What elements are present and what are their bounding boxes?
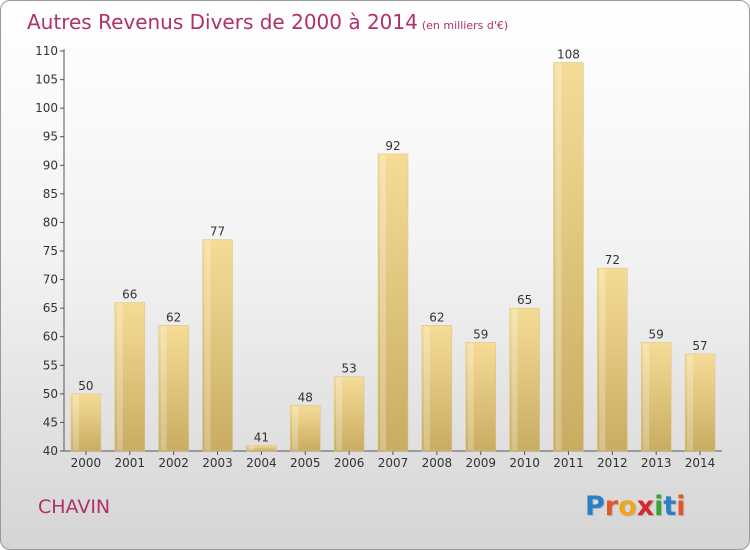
bar xyxy=(377,153,409,452)
bar xyxy=(509,307,540,452)
x-tick-label: 2013 xyxy=(641,456,672,470)
logo-letter: i xyxy=(654,491,664,522)
x-tick-label: 2010 xyxy=(509,456,540,470)
bar-value-label: 59 xyxy=(473,327,488,341)
bar xyxy=(158,325,189,452)
bars xyxy=(70,62,716,452)
y-tick-label: 55 xyxy=(43,358,58,372)
bar xyxy=(290,405,321,452)
bar-highlight xyxy=(467,343,474,450)
bar-highlight xyxy=(599,269,606,450)
bar-highlight xyxy=(380,154,386,450)
x-tick-label: 2012 xyxy=(597,456,628,470)
commune-name: CHAVIN xyxy=(38,496,111,518)
chart-title-text: Autres Revenus Divers de 2000 à 2014 xyxy=(27,10,418,34)
bar-value-label: 66 xyxy=(122,287,137,301)
logo-letter: i xyxy=(676,491,686,522)
bar-value-label: 57 xyxy=(692,339,707,353)
chart-title: Autres Revenus Divers de 2000 à 2014 (en … xyxy=(27,10,508,34)
y-tick-label: 60 xyxy=(43,330,58,344)
bar-value-label: 50 xyxy=(78,379,93,393)
logo-letter: P xyxy=(585,491,605,522)
bar-value-label: 72 xyxy=(605,253,620,267)
value-labels: 50 66 62 77 41 48 53 92 62 59 65 108 72 59 57 xyxy=(78,47,707,444)
bar-highlight xyxy=(555,63,562,451)
bar xyxy=(421,325,453,452)
bar xyxy=(597,267,628,452)
bar-value-label: 65 xyxy=(517,293,532,307)
x-tick-label: 2011 xyxy=(553,456,584,470)
bar-highlight xyxy=(204,240,211,450)
y-tick-label: 85 xyxy=(43,187,58,201)
x-tick-label: 2009 xyxy=(465,456,496,470)
y-tick-label: 95 xyxy=(43,130,58,144)
x-axis: 2000 2001 2002 2003 2004 2005 2006 2007 2008 2009… xyxy=(64,450,722,470)
y-tick-label: 45 xyxy=(43,415,58,429)
bar-value-label: 108 xyxy=(557,47,580,61)
y-axis: 40 45 50 55 60 65 70 75 80 85 90 95 100 105 110 xyxy=(35,44,65,458)
chart-unit: (en milliers d'€) xyxy=(421,19,509,32)
bar-highlight xyxy=(116,303,123,450)
bar xyxy=(465,342,496,452)
x-tick-label: 2002 xyxy=(158,456,189,470)
bar-highlight xyxy=(292,406,299,450)
y-tick-label: 80 xyxy=(43,215,58,229)
bar-value-label: 62 xyxy=(429,310,444,324)
bar-value-label: 48 xyxy=(298,390,313,404)
bar-value-label: 77 xyxy=(210,225,225,239)
x-tick-label: 2008 xyxy=(422,456,453,470)
x-tick-label: 2000 xyxy=(71,456,102,470)
bar xyxy=(246,445,277,452)
bar-value-label: 53 xyxy=(341,362,356,376)
x-tick-label: 2014 xyxy=(685,456,716,470)
logo-letter: x xyxy=(636,491,655,522)
bar-value-label: 59 xyxy=(649,327,664,341)
logo-letter: o xyxy=(618,491,637,522)
bar-highlight xyxy=(72,394,79,450)
x-tick-label: 2005 xyxy=(290,456,321,470)
y-tick-label: 50 xyxy=(43,387,58,401)
y-tick-label: 65 xyxy=(43,301,58,315)
y-tick-label: 100 xyxy=(35,101,58,115)
logo-letter: t xyxy=(663,491,677,522)
logo-letter: r xyxy=(604,491,619,522)
bar-highlight xyxy=(336,377,343,450)
bar-highlight xyxy=(160,326,167,450)
x-tick-label: 2001 xyxy=(115,456,146,470)
x-tick-label: 2007 xyxy=(378,456,409,470)
y-tick-label: 75 xyxy=(43,244,58,258)
y-tick-label: 110 xyxy=(35,44,58,58)
x-tick-label: 2003 xyxy=(202,456,233,470)
bar xyxy=(684,353,716,452)
y-tick-label: 105 xyxy=(35,73,58,87)
bar-highlight xyxy=(687,354,694,450)
x-tick-label: 2006 xyxy=(334,456,365,470)
bar-highlight xyxy=(423,326,430,450)
bar xyxy=(333,376,365,452)
y-tick-label: 40 xyxy=(43,444,58,458)
bar-value-label: 62 xyxy=(166,310,181,324)
bar-highlight xyxy=(643,343,650,450)
y-tick-label: 90 xyxy=(43,158,58,172)
y-tick-label: 70 xyxy=(43,273,58,287)
proxiti-logo[interactable]: Proxiti xyxy=(585,491,686,522)
bar-highlight xyxy=(511,309,518,450)
bar-value-label: 92 xyxy=(385,139,400,153)
bar-highlight xyxy=(248,446,255,450)
bar xyxy=(70,393,102,452)
bar xyxy=(202,239,233,452)
x-tick-label: 2004 xyxy=(246,456,277,470)
bar xyxy=(640,342,672,452)
bar-value-label: 41 xyxy=(254,430,269,444)
bar xyxy=(114,302,146,452)
bar xyxy=(553,62,584,452)
